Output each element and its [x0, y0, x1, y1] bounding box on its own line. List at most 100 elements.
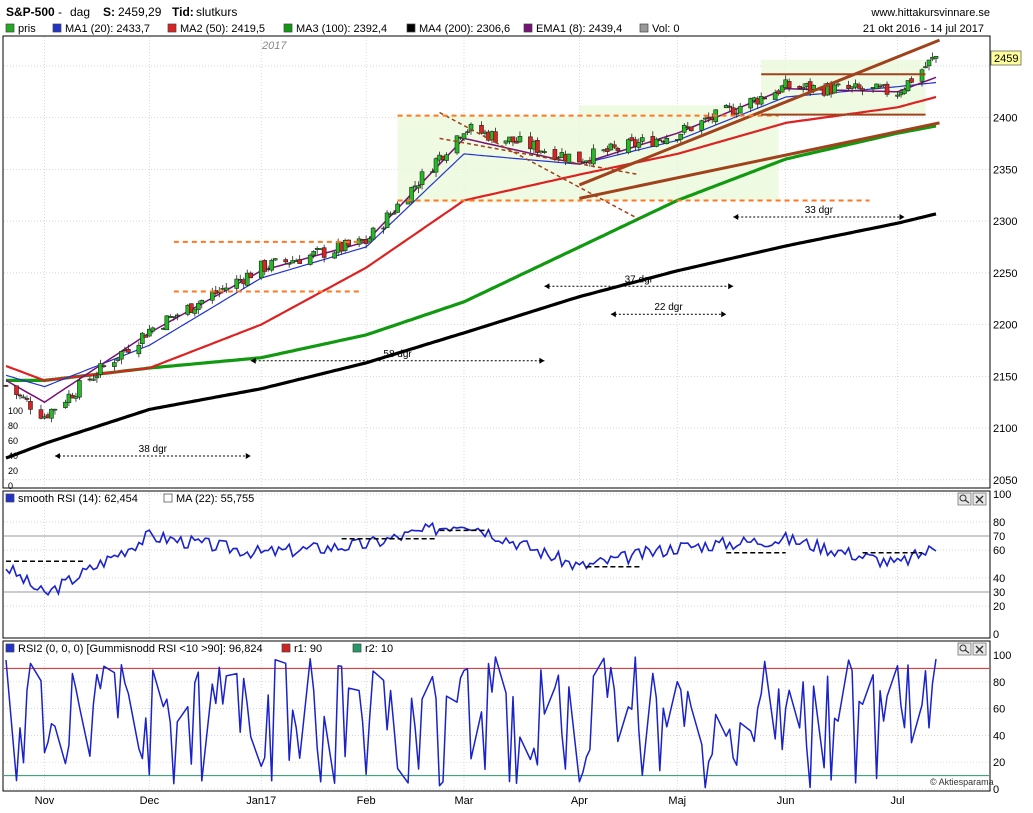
trendlines [173, 38, 941, 293]
rsi2-legend-label: RSI2 (0, 0, 0) [Gummisnodd RSI <10 >90]:… [18, 643, 263, 655]
candle-up [433, 158, 439, 173]
legend-swatch [52, 23, 62, 33]
annotation-33d-arrow-left [733, 214, 739, 220]
candle-up [91, 378, 96, 381]
annotation-22d-arrow-left [610, 311, 616, 318]
candle-down [688, 126, 694, 132]
last-price-value: 2459,29 [118, 5, 162, 19]
candle-up [640, 137, 645, 142]
rsi2-tick: 60 [993, 704, 1005, 716]
candle-down [283, 259, 288, 263]
candle-up [175, 314, 180, 317]
rsi-legend-label: MA (22): 55,755 [176, 493, 254, 505]
candle-up [779, 85, 785, 93]
volume-tick: 20 [8, 466, 18, 476]
annotation-58d-label: 58 dgr [383, 349, 412, 360]
rsi-tick: 20 [993, 601, 1005, 613]
candle-down [38, 409, 44, 419]
month-label: Maj [668, 795, 686, 807]
candle-up [905, 80, 911, 92]
last-price-badge [990, 50, 1022, 66]
candle-up [223, 287, 229, 291]
candle-up [367, 238, 372, 243]
price-tick: 2300 [993, 216, 1017, 228]
moving-averages [5, 76, 937, 460]
candle-up [409, 186, 414, 203]
candle-up [391, 212, 397, 215]
price-tick: 2200 [993, 320, 1017, 332]
month-label: Apr [571, 795, 588, 807]
channel-lower [579, 121, 940, 200]
candle-up [454, 135, 460, 154]
legend-label: MA3 (100): 2392,4 [296, 23, 387, 35]
symbol-label: S&P-500 [6, 5, 55, 19]
annotation-38d-label: 38 dgr [139, 444, 168, 455]
candle-up [384, 212, 390, 228]
candle-up [311, 251, 316, 256]
wedge-upper [439, 111, 640, 220]
candle-up [77, 380, 82, 398]
rsi-tick: 30 [993, 587, 1005, 599]
candle-up [147, 328, 152, 337]
candle-up [923, 66, 928, 69]
year-label: 2017 [261, 40, 287, 52]
wedge-lower [439, 137, 639, 176]
candle-up [468, 123, 474, 132]
time-caption: Tid: [172, 5, 194, 19]
rsi2-line [5, 656, 937, 789]
rsi2-legend: RSI2 (0, 0, 0) [Gummisnodd RSI <10 >90]:… [5, 643, 393, 655]
candle-down [860, 88, 865, 91]
candle-up [63, 401, 68, 408]
rsi-zoom-button[interactable] [957, 492, 972, 506]
rsi2-zoom-button[interactable] [957, 642, 972, 656]
candle-down [909, 78, 914, 83]
rsi-close-button[interactable] [972, 492, 987, 506]
ma200-line [5, 212, 937, 460]
candle-up [636, 142, 642, 148]
candle-up [849, 86, 855, 89]
candle-up [542, 151, 547, 153]
candle-up [66, 393, 72, 403]
volume-tick: 60 [8, 436, 18, 446]
candle-up [52, 408, 58, 411]
month-label: Jun [777, 795, 795, 807]
candle-up [192, 308, 198, 314]
time-value: slutkurs [196, 5, 237, 19]
rsi-tick: 100 [993, 489, 1011, 501]
candle-up [835, 83, 841, 86]
candle-up [136, 344, 142, 355]
candle-up [933, 56, 939, 59]
candle-up [286, 262, 292, 265]
period-label: dag [70, 5, 90, 19]
candle-up [800, 87, 806, 89]
candle-up [244, 272, 250, 286]
candle-down [856, 84, 862, 89]
candle-down [28, 401, 33, 410]
price-tick: 2350 [993, 164, 1017, 176]
legend-label: Vol: 0 [652, 23, 680, 35]
candle-up [209, 292, 215, 301]
annotation-38d-arrow-right [245, 452, 251, 459]
duration-annotations: 38 dgr 58 dgr 37 dgr 22 dgr 33 dgr [54, 205, 905, 459]
legend-label: MA1 (20): 2433,7 [65, 23, 150, 35]
legend-swatch [283, 23, 293, 33]
candle-up [895, 94, 900, 97]
candle-up [758, 96, 764, 105]
volume-tick: 80 [8, 421, 18, 431]
rsi-panel-frame [2, 490, 991, 639]
candle-up [140, 332, 145, 345]
candle-down [629, 137, 635, 141]
rsi2-tick: 80 [993, 677, 1005, 689]
candle-down [552, 149, 558, 160]
rsi-legend-swatch [163, 493, 173, 503]
rsi-line [5, 521, 937, 597]
candle-up [657, 139, 663, 142]
price-tick: 2250 [993, 268, 1017, 280]
candle-up [737, 106, 743, 114]
candle-down [884, 83, 890, 95]
rsi2-close-button[interactable] [972, 642, 987, 656]
rsi2-tick: 40 [993, 730, 1005, 742]
candle-up [307, 254, 313, 265]
candle-down [321, 247, 327, 258]
